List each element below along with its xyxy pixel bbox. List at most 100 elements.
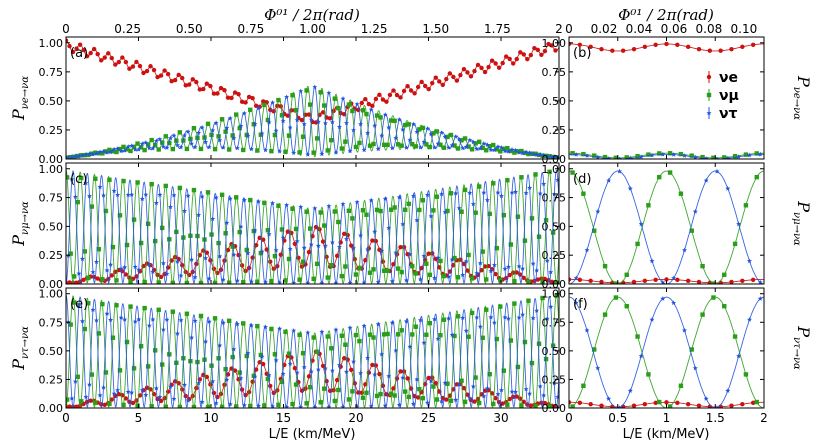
data-point-f-nu-mu — [722, 303, 727, 309]
data-point-e-nu-tau — [555, 394, 559, 400]
data-point-e-nu-mu — [86, 301, 91, 306]
data-point-c-nu-mu — [522, 238, 528, 243]
data-point-a-nu-e — [447, 71, 453, 76]
data-point-c-nu-mu — [367, 270, 373, 275]
data-point-c-nu-e — [398, 244, 403, 250]
data-point-a-nu-e — [422, 83, 428, 89]
data-point-f-nu-mu — [657, 399, 662, 405]
legend-label: ντ — [719, 106, 738, 122]
data-point-c-nu-tau — [382, 196, 388, 201]
data-point-f-nu-tau — [660, 296, 666, 301]
data-point-c-nu-mu — [480, 249, 485, 254]
data-point-a-nu-tau — [87, 151, 92, 157]
data-point-c-nu-tau — [125, 192, 131, 197]
data-point-c-nu-mu — [494, 245, 499, 251]
data-point-c-nu-tau — [396, 194, 402, 200]
data-point-e-nu-mu — [452, 333, 457, 339]
data-point-c-nu-tau — [132, 264, 138, 269]
data-point-e-nu-tau — [182, 382, 187, 387]
data-point-e-nu-tau — [231, 346, 237, 352]
data-point-a-nu-mu — [276, 97, 281, 103]
data-point-e-nu-e — [430, 375, 435, 380]
data-point-f-nu-e — [696, 403, 702, 408]
data-point-a-nu-mu — [378, 115, 383, 120]
data-point-c-nu-e — [268, 259, 273, 264]
data-point-a-nu-mu — [434, 129, 440, 134]
data-point-a-nu-mu — [445, 134, 450, 140]
data-point-c-nu-e — [250, 255, 255, 260]
data-point-a-nu-e — [116, 59, 122, 65]
data-point-e-nu-mu — [160, 362, 165, 367]
data-point-a-nu-tau — [69, 154, 75, 159]
data-point-a-nu-e — [415, 84, 421, 90]
data-point-a-nu-e — [500, 60, 505, 66]
data-point-a-nu-tau — [129, 143, 135, 148]
data-point-a-nu-mu — [269, 148, 274, 154]
data-point-a-nu-tau — [231, 135, 237, 141]
data-point-a-nu-mu — [476, 139, 482, 145]
data-point-a-nu-e — [74, 46, 79, 51]
data-point-a-nu-tau — [439, 130, 445, 135]
data-point-c-nu-tau — [414, 217, 420, 223]
data-point-c-nu-tau — [273, 247, 279, 253]
data-point-b-nu-tau — [606, 156, 612, 159]
data-point-a-nu-mu — [469, 147, 475, 152]
data-point-a-nu-e — [384, 99, 389, 104]
data-point-c-nu-tau — [249, 278, 254, 284]
data-point-e-nu-mu — [424, 332, 429, 337]
data-point-c-nu-tau — [245, 250, 251, 256]
data-point-c-nu-tau — [185, 193, 191, 198]
data-point-c-nu-tau — [111, 188, 117, 193]
data-point-b-nu-tau — [573, 152, 579, 157]
data-point-e-nu-tau — [101, 384, 106, 390]
data-point-c-nu-tau — [379, 248, 385, 254]
data-point-e-nu-tau — [125, 389, 131, 394]
data-point-a-nu-tau — [330, 119, 335, 125]
data-point-e-nu-tau — [115, 387, 121, 393]
data-point-b-nu-mu — [711, 155, 716, 159]
data-point-c-nu-tau — [178, 273, 184, 278]
data-point-a-nu-e — [141, 70, 146, 76]
y-tick-label-c: 0.50 — [39, 220, 64, 233]
data-point-c-nu-tau — [238, 224, 244, 229]
data-point-e-nu-tau — [129, 390, 135, 395]
data-point-a-nu-e — [176, 72, 181, 78]
data-point-e-nu-mu — [417, 386, 422, 392]
data-point-a-nu-mu — [255, 148, 260, 153]
data-point-e-nu-mu — [191, 404, 197, 408]
data-point-a-nu-e — [162, 68, 167, 73]
data-point-c-nu-tau — [280, 235, 286, 240]
data-point-e-nu-e — [74, 404, 79, 408]
data-point-c-nu-tau — [83, 180, 89, 186]
data-point-d-nu-mu — [667, 170, 673, 175]
data-point-a-nu-mu — [124, 147, 130, 152]
data-point-c-nu-tau — [157, 192, 163, 197]
data-point-a-nu-mu — [462, 136, 468, 141]
data-point-c-nu-tau — [477, 260, 483, 266]
data-point-a-nu-e — [91, 46, 97, 52]
data-point-b-nu-mu — [667, 151, 673, 156]
data-point-a-nu-mu — [160, 140, 165, 145]
data-point-e-nu-tau — [322, 365, 328, 371]
data-point-e-nu-mu — [248, 403, 253, 408]
top-tick-label-a: 1.75 — [484, 22, 511, 36]
x-tick-label-e: 30 — [493, 411, 508, 425]
x-tick-label-f: 1 — [663, 411, 671, 425]
data-point-a-nu-tau — [428, 131, 434, 137]
data-point-c-nu-mu — [526, 279, 531, 284]
data-point-c-nu-mu — [293, 226, 299, 232]
data-point-b-nu-mu — [613, 155, 619, 159]
data-point-c-nu-mu — [392, 205, 397, 210]
data-point-e-nu-mu — [473, 375, 478, 380]
data-point-e-nu-tau — [453, 397, 459, 402]
data-point-e-nu-mu — [536, 341, 542, 346]
data-point-a-nu-tau — [256, 105, 261, 111]
data-point-c-nu-mu — [406, 201, 411, 207]
data-point-a-nu-mu — [381, 142, 387, 148]
data-point-a-nu-tau — [101, 148, 106, 154]
data-point-e-nu-tau — [477, 324, 483, 329]
data-point-e-nu-e — [67, 404, 72, 408]
data-point-a-nu-e — [151, 67, 157, 73]
data-point-a-nu-e — [503, 54, 509, 59]
data-point-e-nu-mu — [279, 379, 285, 385]
